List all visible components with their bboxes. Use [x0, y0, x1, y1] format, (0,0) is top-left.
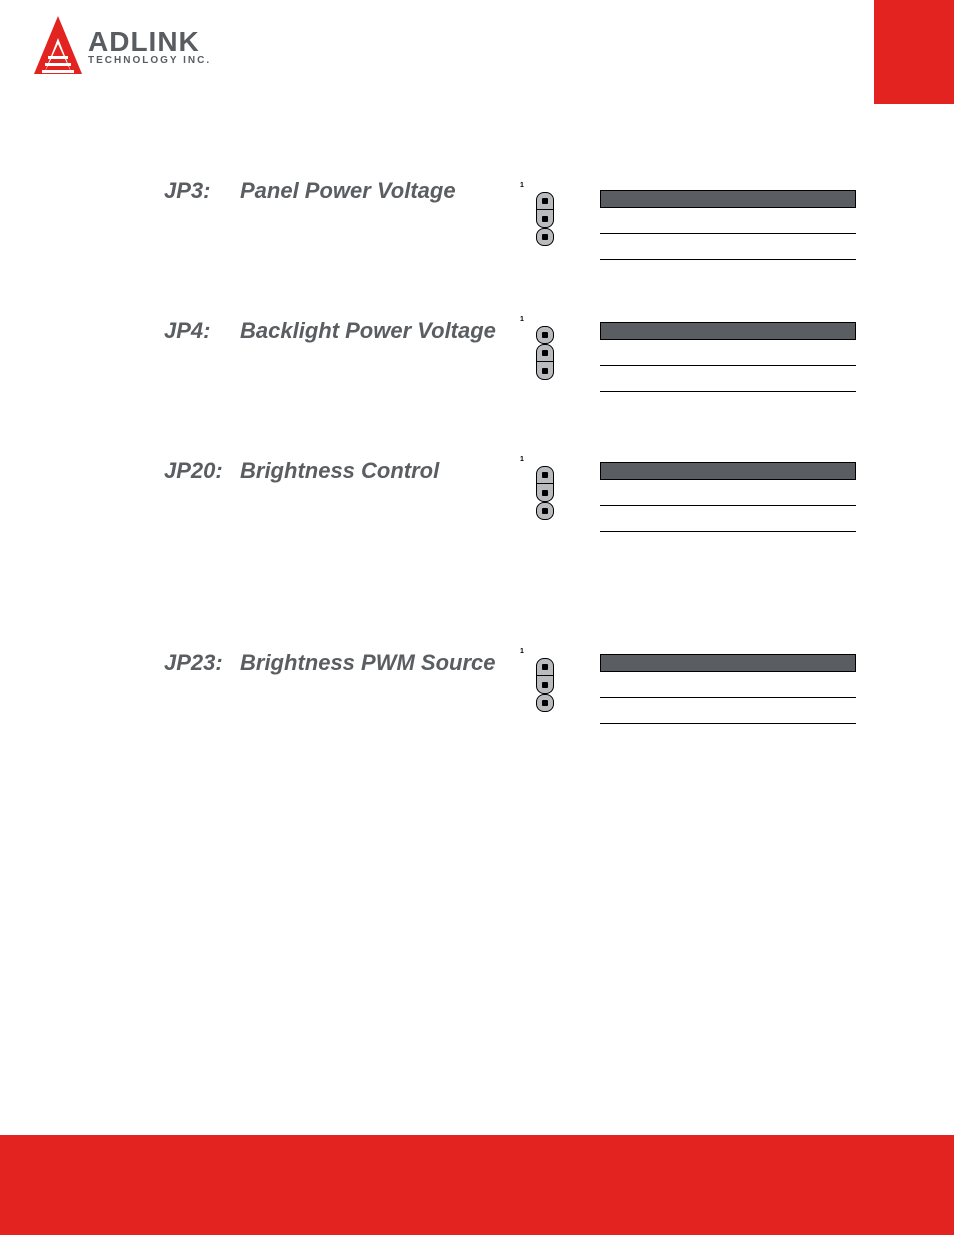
- table-row: [600, 672, 856, 698]
- pin-dot: [542, 234, 548, 240]
- jumper-pin: [536, 676, 554, 694]
- red-corner-tab: [874, 0, 954, 104]
- jumper-pin: [536, 192, 554, 210]
- section-title: Brightness PWM Source: [240, 650, 495, 676]
- settings-table: [600, 462, 856, 532]
- jumper-pin: [536, 658, 554, 676]
- logo-text: ADLINK TECHNOLOGY INC.: [88, 28, 211, 66]
- jumper-pin: [536, 210, 554, 228]
- logo-subtitle: TECHNOLOGY INC.: [88, 56, 211, 66]
- table-row: [600, 234, 856, 260]
- section-title: Backlight Power Voltage: [240, 318, 496, 344]
- logo-name: ADLINK: [88, 28, 211, 56]
- pin1-marker: 1: [520, 456, 524, 463]
- jumper-diagram: [536, 466, 554, 520]
- table-header: [600, 462, 856, 480]
- jumper-diagram: [536, 658, 554, 712]
- jumper-diagram: [536, 192, 554, 246]
- table-header: [600, 322, 856, 340]
- table-row: [600, 506, 856, 532]
- settings-table: [600, 190, 856, 260]
- section-id: JP3:: [164, 178, 240, 204]
- jumper-diagram: [536, 326, 554, 380]
- pin-dot: [542, 490, 548, 496]
- table-row: [600, 366, 856, 392]
- pin-dot: [542, 664, 548, 670]
- table-row: [600, 480, 856, 506]
- jumper-pin: [536, 344, 554, 362]
- section-id: JP20:: [164, 458, 240, 484]
- settings-table: [600, 654, 856, 724]
- jumper-pin: [536, 466, 554, 484]
- jumper-pin: [536, 362, 554, 380]
- jumper-pin: [536, 228, 554, 246]
- section-title: Panel Power Voltage: [240, 178, 456, 204]
- section-title: Brightness Control: [240, 458, 439, 484]
- table-row: [600, 698, 856, 724]
- jumper-pin: [536, 326, 554, 344]
- pin-dot: [542, 508, 548, 514]
- pin1-marker: 1: [520, 648, 524, 655]
- section-id: JP23:: [164, 650, 240, 676]
- section-id: JP4:: [164, 318, 240, 344]
- table-row: [600, 340, 856, 366]
- pin1-marker: 1: [520, 182, 524, 189]
- pin-dot: [542, 700, 548, 706]
- settings-table: [600, 322, 856, 392]
- pin-dot: [542, 682, 548, 688]
- pin-dot: [542, 350, 548, 356]
- pin-dot: [542, 198, 548, 204]
- table-row: [600, 208, 856, 234]
- table-header: [600, 654, 856, 672]
- pin-dot: [542, 472, 548, 478]
- pin-dot: [542, 216, 548, 222]
- pin-dot: [542, 368, 548, 374]
- jumper-pin: [536, 502, 554, 520]
- jumper-pin: [536, 484, 554, 502]
- red-footer-bar: [0, 1135, 954, 1235]
- jumper-pin: [536, 694, 554, 712]
- logo: ADLINK TECHNOLOGY INC.: [28, 14, 238, 84]
- pin-dot: [542, 332, 548, 338]
- table-header: [600, 190, 856, 208]
- pin1-marker: 1: [520, 316, 524, 323]
- logo-mark-icon: [28, 14, 88, 78]
